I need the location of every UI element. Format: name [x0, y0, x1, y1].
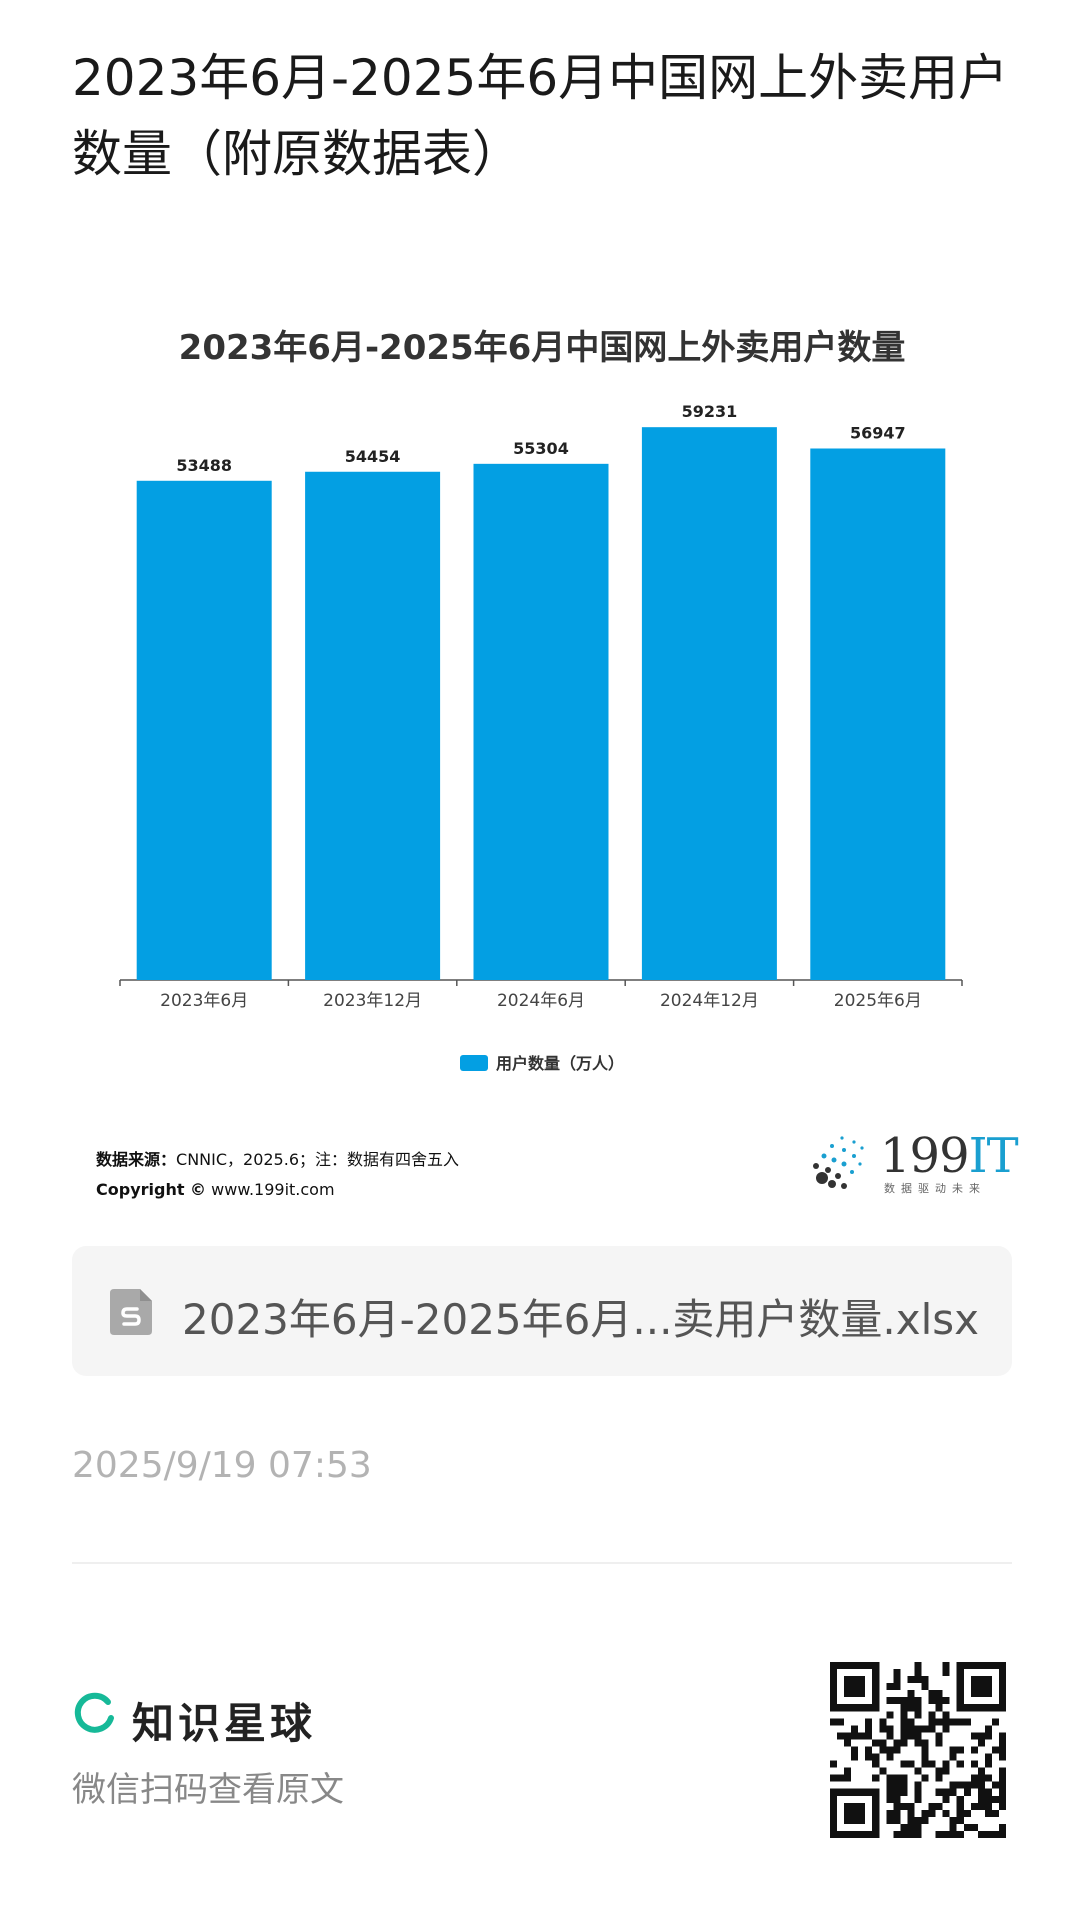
199it-logo: 199IT 数据驱动未来: [808, 1128, 1019, 1198]
chart-legend: 用户数量（万人）: [72, 1050, 1012, 1074]
source-block: 数据来源：CNNIC，2025.6；注：数据有四舍五入 Copyright © …: [96, 1145, 459, 1205]
data-label: 53488: [176, 456, 232, 475]
logo-wordmark: 199IT: [880, 1128, 1019, 1184]
bar: [641, 427, 777, 980]
legend-label: 用户数量（万人）: [495, 1054, 624, 1073]
qr-code[interactable]: [830, 1662, 1006, 1838]
brand-name: 知识星球: [132, 1699, 317, 1748]
x-tick-label: 2023年12月: [323, 991, 422, 1011]
zsxq-logo-icon: [74, 1692, 114, 1733]
file-name: 2023年6月-2025年6月...卖用户数量.xlsx: [182, 1295, 980, 1344]
x-tick-label: 2024年6月: [497, 991, 585, 1011]
bar: [136, 480, 272, 980]
chart-title: 2023年6月-2025年6月中国网上外卖用户数量: [178, 328, 906, 368]
timestamp: 2025/9/19 07:53: [72, 1445, 372, 1486]
scan-hint: 微信扫码查看原文: [72, 1770, 344, 1810]
file-attachment[interactable]: 2023年6月-2025年6月...卖用户数量.xlsx: [72, 1246, 1012, 1376]
copyright-url: www.199it.com: [211, 1180, 335, 1199]
page-title: 2023年6月-2025年6月中国网上外卖用户数量（附原数据表）: [72, 49, 1009, 183]
data-label: 59231: [682, 402, 738, 421]
copyright-label: Copyright ©: [96, 1180, 207, 1199]
spreadsheet-icon: [110, 1289, 152, 1335]
chart-card: 2023年6月-2025年6月中国网上外卖用户数量 53488 2023年6月 54…: [72, 290, 1019, 1230]
bar-chart: 53488 2023年6月 54454 2023年12月 55304 2024年6月 592…: [119, 402, 963, 1011]
x-tick-label: 2023年6月: [160, 991, 248, 1011]
bar: [473, 463, 609, 980]
source-label: 数据来源：: [96, 1150, 177, 1169]
x-tick-label: 2024年12月: [660, 991, 759, 1011]
source-text: CNNIC，2025.6；注：数据有四舍五入: [176, 1150, 460, 1169]
bar: [305, 471, 441, 980]
data-label: 56947: [850, 423, 906, 442]
data-label: 55304: [513, 439, 569, 458]
logo-tagline: 数据驱动未来: [884, 1182, 986, 1195]
data-label: 54454: [345, 447, 401, 466]
bar: [810, 448, 946, 981]
dots-logo-icon: [813, 1136, 864, 1189]
x-tick-label: 2025年6月: [834, 991, 922, 1011]
divider: [72, 1562, 1012, 1564]
legend-swatch: [459, 1055, 488, 1071]
